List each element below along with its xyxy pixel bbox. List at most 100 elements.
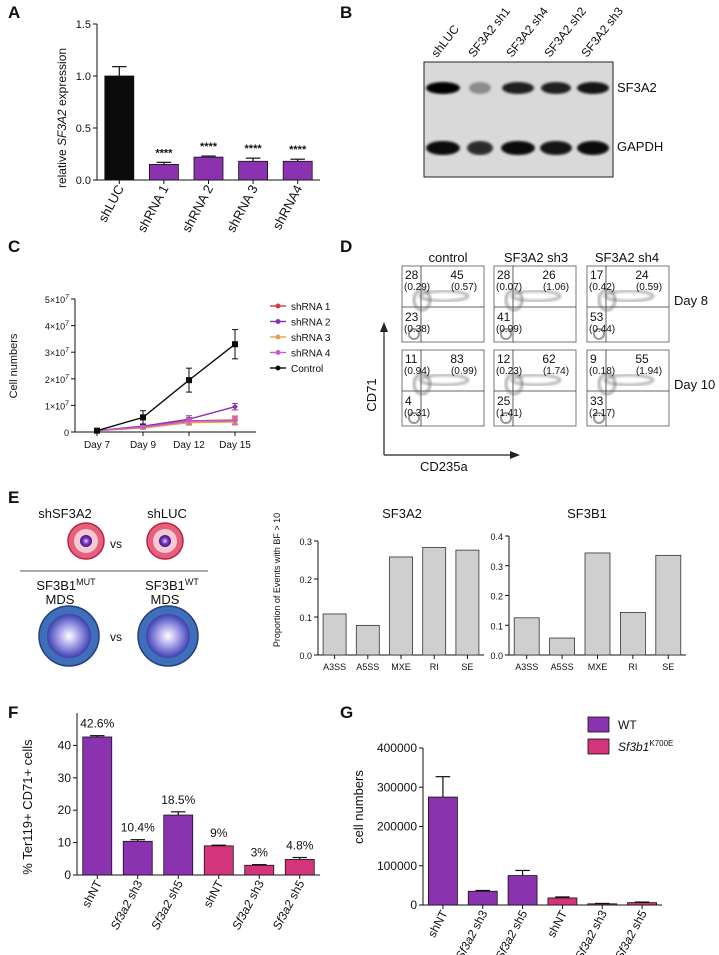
legend-label: shRNA 4 (291, 349, 331, 360)
x-tick-label: Sf3a2 sh3 (453, 908, 491, 955)
flow-xlabel: CD235a (420, 459, 468, 474)
bar (584, 552, 611, 656)
bar (455, 549, 480, 656)
significance-label: **** (155, 147, 173, 159)
bar (547, 897, 578, 906)
series-line (96, 343, 236, 432)
x-tick-label: Sf3a2 sh5 (148, 878, 186, 933)
panel-label-f: F (8, 703, 18, 722)
bar (244, 864, 275, 876)
blot-band-label-sf3a2: SF3A2 (617, 80, 657, 95)
legend-marker (275, 350, 281, 355)
value-label: 42.6% (80, 717, 114, 731)
bar (82, 736, 113, 876)
blot-band-sf3a2 (577, 82, 609, 94)
quadrant-ur-value: 24 (635, 268, 649, 282)
schematic-mds-right: MDS (151, 592, 180, 607)
x-tick-label: shRNA4 (269, 182, 305, 232)
density-contour (593, 412, 605, 424)
y-tick-label: 100000 (377, 859, 417, 873)
quadrant-ul-mfi: (0.29) (404, 282, 430, 293)
blot-frame (423, 61, 614, 178)
chart-c-ylabel: Cell numbers (8, 333, 20, 398)
data-point (186, 377, 192, 384)
y-tick-label: 1×107 (45, 400, 69, 411)
schematic-mds-left: MDS (46, 592, 75, 607)
y-tick-label: 0.2 (299, 575, 312, 585)
x-tick-label: shRNA 1 (134, 182, 171, 234)
blot-band-gapdh (467, 141, 493, 155)
quadrant-ll-mfi: (0.44) (589, 324, 615, 335)
y-tick-label: 1.0 (76, 71, 91, 83)
significance-label: **** (289, 144, 307, 156)
cell-shsf3a2 (67, 522, 105, 560)
flow-col-control: control (428, 250, 467, 265)
y-tick-label: 5×107 (45, 294, 69, 305)
quadrant-ul-mfi: (0.94) (404, 366, 430, 377)
value-label: 10.4% (121, 821, 155, 835)
y-tick-label: 0.3 (490, 562, 503, 572)
quadrant-ul-mfi: (0.07) (496, 282, 522, 293)
x-tick-label: Day 15 (219, 440, 251, 451)
x-tick-label: shRNA 2 (179, 182, 216, 234)
y-tick-label: 1.5 (76, 19, 91, 31)
density-contour (500, 412, 512, 424)
bar (322, 613, 347, 656)
quadrant-ul-value: 17 (590, 268, 604, 282)
blot-band-sf3a2 (541, 82, 571, 94)
density-contour (418, 289, 470, 303)
flow-plot: 9(0.18) 55(1.94) 33(2.17) (586, 349, 670, 427)
bar (282, 160, 313, 181)
data-point (140, 414, 146, 421)
quadrant-ur-mfi: (0.99) (451, 366, 477, 377)
y-tick-label: 10 (58, 836, 72, 850)
blot-band-gapdh (426, 141, 460, 155)
chart-e-sf3b1: SF3B1 0.0 0.1 0.2 0.3 0.4 A3SS A5SS MXE RI SE (490, 506, 686, 672)
value-label: 9% (210, 826, 228, 840)
y-tick-label: 4×107 (45, 321, 69, 332)
x-tick-label: A5SS (356, 662, 379, 672)
bar (284, 859, 315, 876)
density-contour (597, 288, 617, 312)
bar (513, 617, 540, 656)
legend-swatch-wt (587, 716, 610, 733)
data-point (232, 418, 238, 424)
bar (148, 163, 179, 181)
flow-panels: control SF3A2 sh3 SF3A2 sh4 Day 8 Day 10… (364, 250, 715, 474)
bar (203, 845, 234, 876)
density-contour (593, 328, 605, 340)
x-tick-label: shNT (425, 907, 451, 939)
schematic-vs-top: vs (110, 537, 122, 551)
y-tick-label: 0.5 (76, 123, 91, 135)
x-tick-label: MXE (391, 662, 411, 672)
x-tick-label: Sf3a2 sh5 (270, 878, 308, 933)
quadrant-ur-mfi: (0.59) (636, 282, 662, 293)
blot-band-gapdh (577, 141, 609, 155)
flow-plot: 28(0.29) 45(0.57) 23(0.38) (401, 265, 485, 343)
quadrant-ul-value: 9 (590, 352, 597, 366)
density-contour (510, 289, 562, 303)
chart-a: relative SF3A2 expression 0.0 0.5 1.0 1.5 sh… (55, 19, 320, 235)
x-tick-label: Sf3a2 sh3 (108, 878, 146, 933)
quadrant-ur-mfi: (1.06) (543, 282, 569, 293)
significance-label: **** (245, 143, 263, 155)
bar (467, 890, 498, 906)
x-tick-label: RI (430, 662, 439, 672)
quadrant-ul-value: 28 (497, 268, 511, 282)
density-contour (504, 288, 524, 312)
legend-marker (275, 334, 281, 340)
chart-f: % Ter119+ CD71+ cells 0 10 20 30 40 42.6% shNT… (20, 713, 320, 932)
quadrant-ur-value: 55 (635, 352, 649, 366)
legend-label: shRNA 2 (291, 318, 331, 329)
quadrant-ul-mfi: (0.23) (496, 366, 522, 377)
panel-label-c: C (8, 237, 20, 256)
bar (389, 556, 413, 656)
cell-sf3b1-mut-mds (38, 605, 100, 667)
significance-label: **** (200, 141, 218, 153)
chart-e-ylabel: Proportion of Events with BF > 10 (272, 513, 282, 647)
panel-label-b: B (340, 3, 352, 22)
cd71-arrowhead (380, 322, 388, 332)
bar (122, 840, 153, 876)
